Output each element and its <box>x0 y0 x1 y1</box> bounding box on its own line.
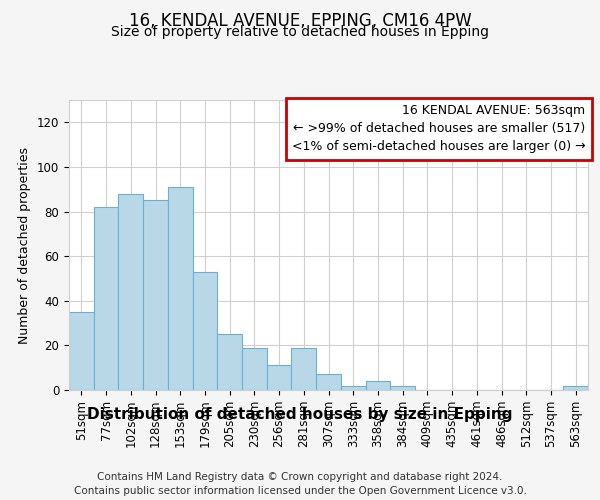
Bar <box>193 272 217 390</box>
Bar <box>292 348 316 390</box>
Bar <box>316 374 341 390</box>
Bar <box>94 207 118 390</box>
Bar <box>242 348 267 390</box>
Y-axis label: Number of detached properties: Number of detached properties <box>19 146 31 344</box>
Bar <box>118 194 143 390</box>
Bar <box>341 386 365 390</box>
Bar <box>69 312 94 390</box>
Bar <box>563 386 588 390</box>
Text: Contains HM Land Registry data © Crown copyright and database right 2024.
Contai: Contains HM Land Registry data © Crown c… <box>74 472 526 496</box>
Bar <box>267 366 292 390</box>
Text: 16 KENDAL AVENUE: 563sqm
← >99% of detached houses are smaller (517)
<1% of semi: 16 KENDAL AVENUE: 563sqm ← >99% of detac… <box>292 104 586 154</box>
Bar <box>365 381 390 390</box>
Text: 16, KENDAL AVENUE, EPPING, CM16 4PW: 16, KENDAL AVENUE, EPPING, CM16 4PW <box>128 12 472 30</box>
Text: Distribution of detached houses by size in Epping: Distribution of detached houses by size … <box>87 408 513 422</box>
Text: Size of property relative to detached houses in Epping: Size of property relative to detached ho… <box>111 25 489 39</box>
Bar <box>143 200 168 390</box>
Bar <box>168 187 193 390</box>
Bar <box>217 334 242 390</box>
Bar <box>390 386 415 390</box>
